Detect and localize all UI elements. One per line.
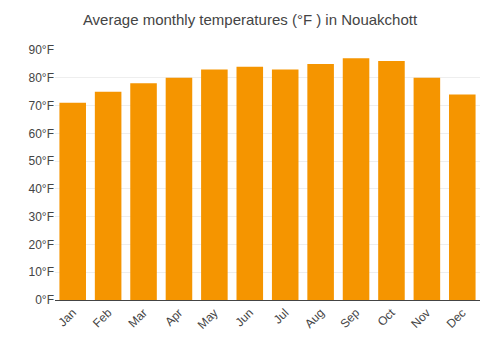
svg-text:70°F: 70°F xyxy=(29,99,54,113)
svg-text:80°F: 80°F xyxy=(29,71,54,85)
svg-text:Mar: Mar xyxy=(125,306,150,331)
svg-text:20°F: 20°F xyxy=(29,238,54,252)
svg-text:0°F: 0°F xyxy=(35,293,54,307)
svg-text:40°F: 40°F xyxy=(29,182,54,196)
svg-text:Sep: Sep xyxy=(337,306,362,331)
svg-text:Oct: Oct xyxy=(375,305,399,329)
svg-text:Jul: Jul xyxy=(271,306,292,327)
svg-text:Dec: Dec xyxy=(444,306,469,331)
svg-text:Average monthly temperatures (: Average monthly temperatures (°F ) in No… xyxy=(83,11,418,28)
svg-text:Jan: Jan xyxy=(55,306,79,330)
svg-text:Nov: Nov xyxy=(408,306,433,331)
svg-text:10°F: 10°F xyxy=(29,265,54,279)
svg-text:Jun: Jun xyxy=(233,306,257,330)
svg-text:30°F: 30°F xyxy=(29,210,54,224)
svg-text:60°F: 60°F xyxy=(29,127,54,141)
svg-text:Feb: Feb xyxy=(90,306,115,331)
svg-text:Aug: Aug xyxy=(302,306,327,331)
svg-text:50°F: 50°F xyxy=(29,154,54,168)
svg-text:May: May xyxy=(195,306,221,332)
svg-text:90°F: 90°F xyxy=(29,43,54,57)
svg-text:Apr: Apr xyxy=(162,306,185,329)
